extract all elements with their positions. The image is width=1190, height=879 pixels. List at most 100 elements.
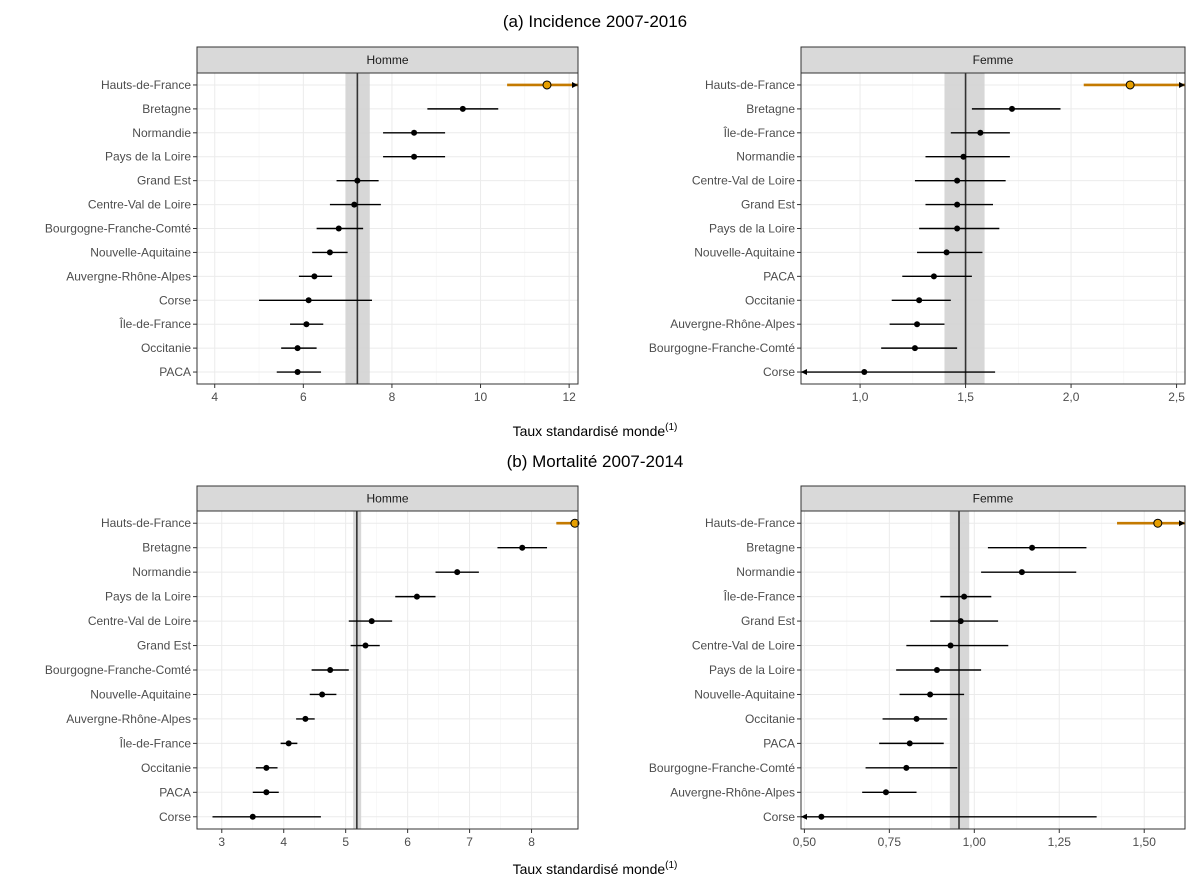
data-point — [916, 297, 923, 304]
y-tick-label: Bourgogne-Franche-Comté — [45, 222, 191, 236]
x-tick-label: 0,50 — [793, 835, 817, 849]
data-point — [311, 273, 318, 280]
data-point-highlight — [1125, 80, 1135, 90]
data-point — [263, 789, 270, 796]
y-tick-label: Auvergne-Rhône-Alpes — [66, 712, 191, 726]
truncation-arrow-left — [801, 369, 807, 376]
y-tick-label: Bourgogne-Franche-Comté — [649, 341, 795, 355]
x-tick-label: 12 — [562, 390, 576, 404]
y-tick-label: Grand Est — [137, 639, 192, 653]
data-point — [327, 667, 334, 673]
data-point — [961, 593, 968, 600]
data-point — [882, 789, 889, 796]
y-tick-label: PACA — [159, 785, 191, 799]
panel-a-femme: Femme Hauts-de-France Bretagne Île-de-Franc… — [649, 46, 1186, 404]
data-point — [957, 618, 964, 625]
y-tick-label: Nouvelle-Aquitaine — [90, 245, 191, 259]
data-point-highlight — [570, 518, 580, 528]
y-tick-label: Île-de-France — [723, 125, 796, 140]
data-point — [294, 369, 301, 376]
panels: Homme Hauts-de-France Bretagne Normandie Pay… — [45, 46, 1186, 849]
y-tick-label: Nouvelle-Aquitaine — [694, 687, 795, 701]
data-point — [354, 177, 361, 184]
data-point — [351, 201, 358, 208]
facet-label: Homme — [366, 53, 408, 67]
x-tick-label: 1,25 — [1048, 835, 1072, 849]
data-point — [913, 715, 920, 722]
x-tick-label: 1,5 — [957, 390, 974, 404]
x-tick-label: 7 — [466, 835, 473, 849]
x-axis-title-b: Taux standardisé monde(1) — [513, 860, 678, 877]
x-tick-label: 8 — [528, 835, 535, 849]
y-tick-label: Île-de-France — [119, 316, 192, 331]
y-tick-label: Centre-Val de Loire — [88, 198, 191, 212]
data-point — [954, 177, 961, 184]
x-tick-label: 8 — [389, 390, 396, 404]
y-tick-label: PACA — [763, 736, 795, 750]
x-tick-label: 0,75 — [878, 835, 902, 849]
data-point-highlight — [542, 80, 552, 90]
y-tick-label: Corse — [763, 365, 795, 379]
x-tick-label: 1,50 — [1133, 835, 1157, 849]
data-point — [954, 225, 961, 232]
y-tick-label: Occitanie — [141, 761, 191, 775]
y-tick-label: Pays de la Loire — [709, 222, 795, 236]
panel-b-femme: Femme Hauts-de-France Bretagne Normandie Île… — [649, 485, 1186, 849]
x-tick-label: 4 — [211, 390, 218, 404]
data-point — [903, 764, 910, 771]
x-tick-label: 2,5 — [1168, 390, 1185, 404]
truncation-arrow-right — [1179, 520, 1185, 527]
y-tick-label: Bretagne — [142, 541, 191, 555]
y-tick-label: Nouvelle-Aquitaine — [90, 687, 191, 701]
y-tick-label: Hauts-de-France — [705, 78, 795, 92]
data-point — [1018, 569, 1025, 576]
y-tick-label: Normandie — [132, 565, 191, 579]
data-point — [411, 129, 418, 136]
y-tick-label: Pays de la Loire — [105, 590, 191, 604]
y-tick-label: Occitanie — [745, 712, 795, 726]
panel-b-homme: Homme Hauts-de-France Bretagne Normandie Pay… — [45, 485, 580, 849]
y-tick-label: Auvergne-Rhône-Alpes — [66, 269, 191, 283]
x-tick-label: 1,00 — [963, 835, 987, 849]
section-title-b: (b) Mortalité 2007-2014 — [507, 452, 684, 471]
truncation-arrow-left — [801, 813, 807, 820]
data-point — [362, 642, 369, 649]
y-tick-label: Hauts-de-France — [101, 516, 191, 530]
data-point — [960, 153, 967, 160]
data-point — [911, 345, 918, 352]
y-tick-label: Normandie — [736, 565, 795, 579]
y-tick-label: Occitanie — [141, 341, 191, 355]
y-tick-label: Auvergne-Rhône-Alpes — [670, 317, 795, 331]
data-point — [285, 740, 292, 747]
y-tick-label: PACA — [763, 269, 795, 283]
y-tick-label: Hauts-de-France — [705, 516, 795, 530]
data-point — [1029, 544, 1036, 551]
data-point — [459, 105, 466, 112]
truncation-arrow-right — [1179, 81, 1185, 88]
x-tick-label: 6 — [300, 390, 307, 404]
x-tick-label: 6 — [404, 835, 411, 849]
y-tick-label: Centre-Val de Loire — [88, 614, 191, 628]
y-tick-label: Auvergne-Rhône-Alpes — [670, 785, 795, 799]
panel-border — [800, 510, 1186, 830]
panel-border — [196, 72, 579, 385]
y-tick-label: Grand Est — [741, 198, 796, 212]
data-point — [933, 667, 940, 673]
data-point — [454, 569, 461, 576]
y-tick-label: Hauts-de-France — [101, 78, 191, 92]
x-tick-label: 10 — [474, 390, 488, 404]
y-tick-label: Bretagne — [746, 102, 795, 116]
x-tick-label: 5 — [342, 835, 349, 849]
data-point — [335, 225, 342, 232]
data-point — [368, 618, 375, 625]
y-tick-label: Normandie — [132, 126, 191, 140]
data-point — [1008, 105, 1015, 112]
data-point — [927, 691, 934, 698]
data-point — [519, 544, 526, 551]
data-point — [906, 740, 913, 747]
y-tick-label: Corse — [159, 810, 191, 824]
section-title-a: (a) Incidence 2007-2016 — [503, 12, 687, 31]
data-point — [294, 345, 301, 352]
data-point — [914, 321, 921, 328]
